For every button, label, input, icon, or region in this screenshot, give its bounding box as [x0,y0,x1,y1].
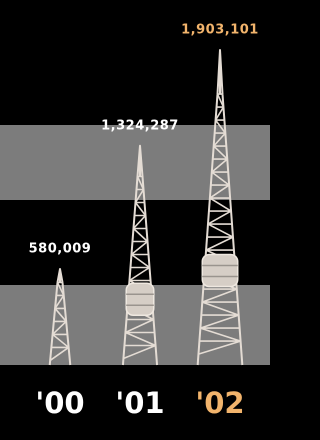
page: 580,009'001,324,287'011,903,101'02 (() =… [0,0,270,440]
category-label: '02 [195,386,244,420]
tower-pod [126,283,154,315]
value-label: 1,324,287 [101,118,179,133]
category-label: '01 [115,386,164,420]
chart: 580,009 '00 1,324,287 '01 1,903,101 '02 [0,0,270,440]
value-label: 1,903,101 [181,23,259,38]
value-label: 580,009 [29,241,92,256]
tower-pod [202,255,237,287]
category-label: '00 [35,386,84,420]
